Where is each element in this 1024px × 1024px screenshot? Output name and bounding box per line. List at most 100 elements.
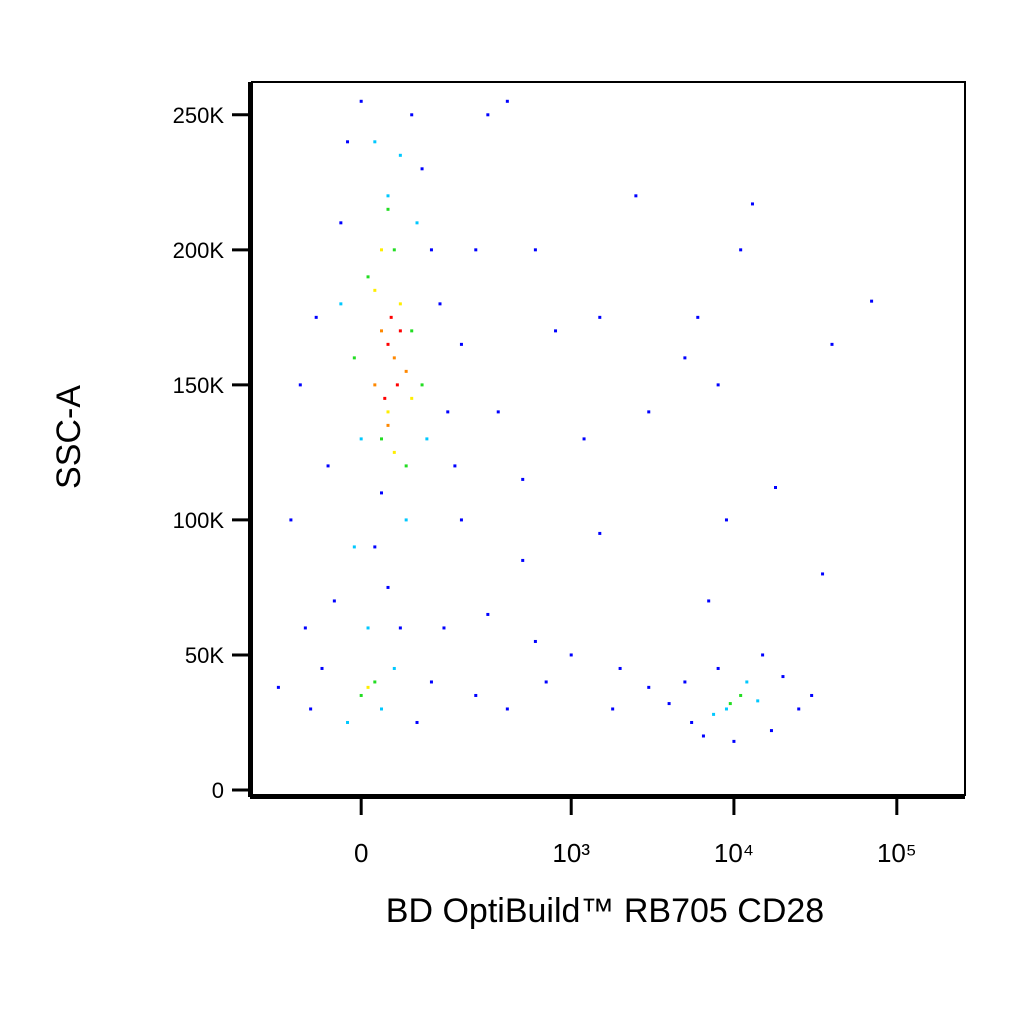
point (420, 167, 424, 171)
point (761, 653, 765, 657)
point (732, 739, 736, 743)
point (774, 486, 778, 490)
point (683, 680, 687, 684)
point (442, 626, 446, 630)
point (386, 410, 390, 414)
point (474, 248, 478, 252)
point (544, 680, 548, 684)
y-tick-label: 50K (185, 643, 224, 668)
point (352, 356, 356, 360)
point (314, 315, 318, 319)
point (359, 437, 363, 441)
point (398, 153, 402, 157)
point (429, 680, 433, 684)
point (386, 207, 390, 211)
point (739, 693, 743, 697)
point (303, 626, 307, 630)
point (521, 477, 525, 481)
point (346, 720, 350, 724)
point (392, 356, 396, 360)
point (716, 383, 720, 387)
point (486, 113, 490, 117)
point (425, 437, 429, 441)
point (474, 693, 478, 697)
point (415, 720, 419, 724)
point (582, 437, 586, 441)
point (386, 585, 390, 589)
point (392, 248, 396, 252)
point (392, 666, 396, 670)
point (683, 356, 687, 360)
point (690, 720, 694, 724)
point (373, 140, 377, 144)
point (359, 693, 363, 697)
point (618, 666, 622, 670)
point (830, 342, 834, 346)
point (276, 685, 280, 689)
point (383, 396, 387, 400)
point (346, 140, 350, 144)
point (496, 410, 500, 414)
y-tick-label: 250K (173, 103, 225, 128)
y-tick-label: 200K (173, 238, 225, 263)
point (366, 685, 370, 689)
point (386, 342, 390, 346)
point (366, 275, 370, 279)
point (756, 699, 760, 703)
point (410, 113, 414, 117)
x-tick-label: 10⁴ (714, 838, 754, 868)
point (505, 707, 509, 711)
point (380, 707, 384, 711)
y-tick-label: 0 (212, 778, 224, 803)
x-tick-label: 0 (354, 838, 368, 868)
point (647, 410, 651, 414)
point (410, 396, 414, 400)
point (438, 302, 442, 306)
point (404, 518, 408, 522)
point (404, 369, 408, 373)
point (380, 437, 384, 441)
point (326, 464, 330, 468)
point (398, 302, 402, 306)
point (389, 315, 393, 319)
point (398, 329, 402, 333)
point (569, 653, 573, 657)
x-tick-label: 10³ (552, 838, 590, 868)
point (332, 599, 336, 603)
point (453, 464, 457, 468)
point (716, 666, 720, 670)
point (459, 342, 463, 346)
point (373, 680, 377, 684)
point (781, 675, 785, 679)
point (404, 464, 408, 468)
point (505, 99, 509, 103)
point (309, 707, 313, 711)
point (634, 194, 638, 198)
point (598, 531, 602, 535)
point (486, 612, 490, 616)
point (339, 302, 343, 306)
point (420, 383, 424, 387)
point (366, 626, 370, 630)
point (554, 329, 558, 333)
point (521, 558, 525, 562)
point (647, 685, 651, 689)
point (724, 707, 728, 711)
point (707, 599, 711, 603)
y-axis-label: SSC-A (50, 385, 88, 489)
point (289, 518, 293, 522)
point (724, 518, 728, 522)
point (598, 315, 602, 319)
point (410, 329, 414, 333)
point (373, 288, 377, 292)
y-tick-label: 100K (173, 508, 225, 533)
point (352, 545, 356, 549)
point (712, 712, 716, 716)
point (320, 666, 324, 670)
point (395, 383, 399, 387)
point (739, 248, 743, 252)
point (870, 299, 874, 303)
point (728, 702, 732, 706)
point (701, 734, 705, 738)
